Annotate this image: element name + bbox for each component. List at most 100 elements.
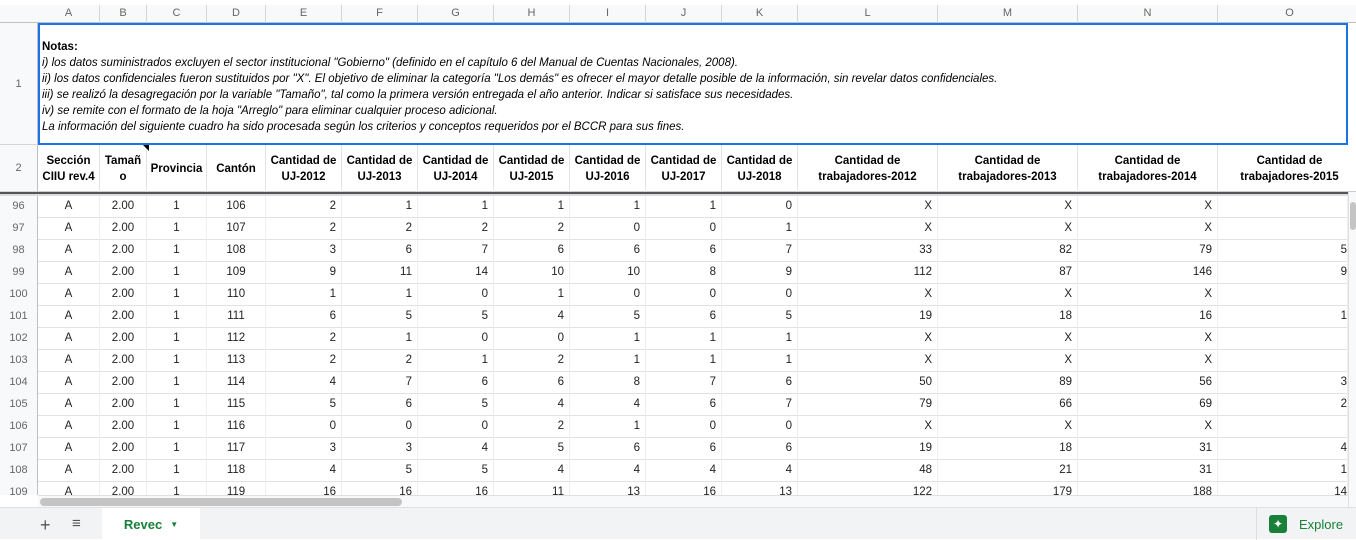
cell[interactable]: 21 [938,460,1078,482]
row-number[interactable]: 97 [0,218,38,240]
cell[interactable]: 110 [207,284,266,306]
comment-indicator-icon[interactable] [143,145,149,151]
cell[interactable]: 2.00 [100,328,147,350]
cell[interactable]: 0 [646,284,722,306]
cell[interactable]: A [38,196,100,218]
cell[interactable]: 19 [798,438,938,460]
cell[interactable]: 2 [342,350,418,372]
cell[interactable]: X [798,350,938,372]
cell[interactable]: 188 [1078,482,1218,495]
cell[interactable]: 117 [207,438,266,460]
cell[interactable]: X [1078,350,1218,372]
cell[interactable]: 16 [418,482,494,495]
cell[interactable]: 1 [147,262,207,284]
cell[interactable]: 179 [938,482,1078,495]
cell[interactable]: X [938,350,1078,372]
cell[interactable]: 1 [646,350,722,372]
cell[interactable]: 2.00 [100,262,147,284]
cell[interactable]: 16 [1078,306,1218,328]
header-cell[interactable]: Cantón [207,145,266,192]
cell[interactable]: 1 [1218,460,1348,482]
cell[interactable]: 1 [646,328,722,350]
cell[interactable]: 31 [1078,438,1218,460]
cell[interactable]: 56 [1078,372,1218,394]
cell[interactable]: 7 [646,372,722,394]
all-sheets-icon[interactable]: ≡ [72,515,81,532]
cell[interactable]: X [938,328,1078,350]
cell[interactable]: 7 [722,394,798,416]
header-cell[interactable]: Provincia [147,145,207,192]
header-cell[interactable]: Cantidad de UJ-2016 [570,145,646,192]
cell[interactable]: 7 [418,240,494,262]
cell[interactable]: A [38,240,100,262]
cell[interactable]: 5 [342,306,418,328]
header-cell[interactable]: Sección CIIU rev.4 [38,145,100,192]
cell[interactable]: 2 [266,328,342,350]
cell[interactable]: A [38,372,100,394]
row-number[interactable]: 105 [0,394,38,416]
cell[interactable]: 1 [147,438,207,460]
cell[interactable]: 6 [646,306,722,328]
cell[interactable]: 0 [418,416,494,438]
chevron-down-icon[interactable]: ▼ [170,519,179,529]
cell[interactable]: 1 [342,196,418,218]
cell[interactable]: A [38,460,100,482]
row-header-1[interactable]: 1 [0,23,38,145]
cell[interactable]: 79 [1078,240,1218,262]
cell[interactable]: 0 [646,416,722,438]
add-sheet-icon[interactable]: + [40,515,51,535]
cell[interactable]: 2.00 [100,372,147,394]
cell[interactable]: 119 [207,482,266,495]
notes-cell[interactable]: Notas: i) los datos suministrados excluy… [38,23,1348,145]
column-header-c[interactable]: C [147,5,207,23]
cell[interactable]: 1 [147,482,207,495]
column-header-j[interactable]: J [646,5,722,23]
cell[interactable]: 6 [494,240,570,262]
cell[interactable]: 8 [646,262,722,284]
cell[interactable]: 1 [418,196,494,218]
cell[interactable]: 0 [342,416,418,438]
cell[interactable]: 1 [147,196,207,218]
cell[interactable]: A [38,438,100,460]
header-cell[interactable]: Cantidad de trabajadores-2013 [938,145,1078,192]
cell[interactable]: X [938,218,1078,240]
cell[interactable]: 2.00 [100,218,147,240]
cell[interactable]: A [38,284,100,306]
cell[interactable]: 4 [266,372,342,394]
cell[interactable]: 0 [570,284,646,306]
cell[interactable]: 0 [418,328,494,350]
cell[interactable]: X [1078,218,1218,240]
freeze-divider[interactable] [0,192,1348,196]
cell[interactable]: 5 [266,394,342,416]
cell[interactable]: 5 [494,438,570,460]
cell[interactable]: X [798,284,938,306]
cell[interactable]: 113 [207,350,266,372]
cell[interactable]: 0 [722,196,798,218]
cell[interactable]: 118 [207,460,266,482]
cell[interactable]: 16 [646,482,722,495]
cell[interactable]: 31 [1078,460,1218,482]
cell[interactable]: 3 [266,240,342,262]
cell[interactable]: 5 [722,306,798,328]
cell[interactable]: 2 [494,416,570,438]
cell[interactable]: 2.00 [100,416,147,438]
cell[interactable]: X [938,416,1078,438]
cell[interactable]: 1 [147,416,207,438]
column-header-h[interactable]: H [494,5,570,23]
cell[interactable]: 6 [722,372,798,394]
sheet-tab-revec[interactable]: Revec ▼ [102,508,200,540]
column-header-k[interactable]: K [722,5,798,23]
column-header-d[interactable]: D [207,5,266,23]
cell[interactable]: 2 [1218,394,1348,416]
column-header-o[interactable]: O [1218,5,1356,23]
row-number[interactable]: 107 [0,438,38,460]
row-number[interactable]: 101 [0,306,38,328]
cell[interactable]: 2 [266,218,342,240]
cell[interactable]: 6 [418,372,494,394]
cell[interactable]: 0 [570,218,646,240]
cell[interactable]: 0 [722,284,798,306]
row-number[interactable]: 106 [0,416,38,438]
cell[interactable]: 0 [494,328,570,350]
cell[interactable]: 18 [938,438,1078,460]
cell[interactable]: 6 [342,240,418,262]
